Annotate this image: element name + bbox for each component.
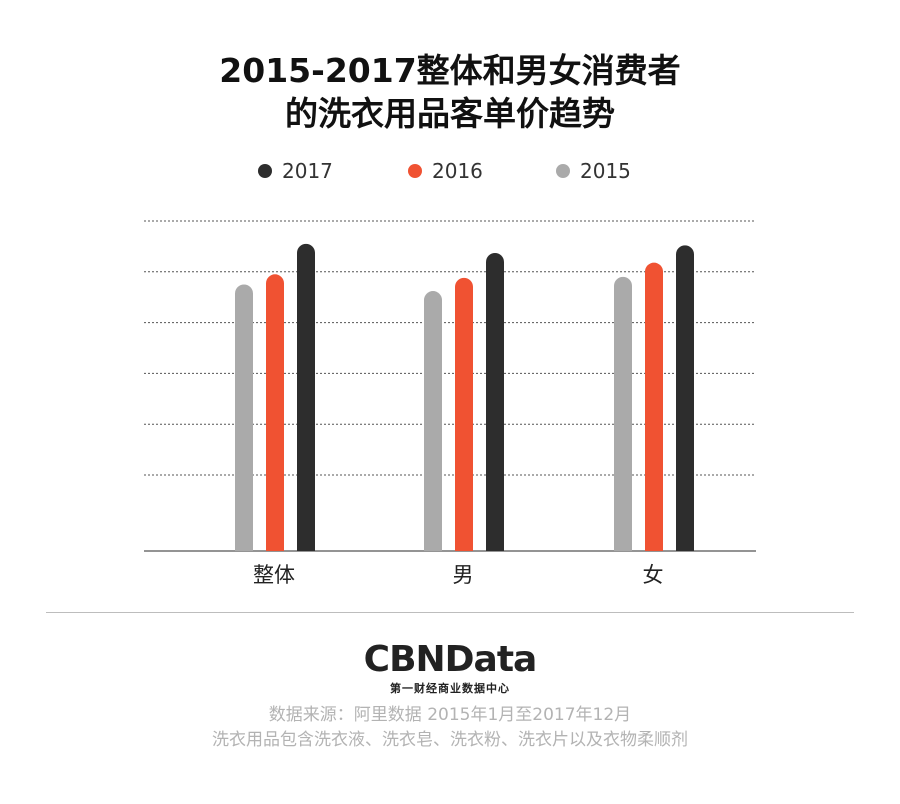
x-tick-label: 整体 <box>253 563 295 587</box>
legend-dot-2016 <box>408 164 422 178</box>
chart-title-line1: 2015-2017整体和男女消费者 <box>219 51 681 90</box>
bar-2016-1 <box>455 277 473 551</box>
bar-2015-1 <box>424 291 442 551</box>
cbndata-logo: CBNData <box>363 639 538 680</box>
bar-chart: 整体 男 女 <box>144 220 756 587</box>
bar-2016-0 <box>266 274 284 551</box>
x-tick-label: 女 <box>643 563 664 587</box>
bar-2016-2 <box>645 262 663 551</box>
legend-label-2015: 2015 <box>580 159 631 183</box>
legend: 2017 2016 2015 <box>0 156 900 186</box>
legend-label-2016: 2016 <box>432 159 483 183</box>
cbndata-logo-subtitle: 第一财经商业数据中心 <box>390 682 510 695</box>
bar-2017-2 <box>676 245 694 551</box>
legend-dot-2015 <box>556 164 570 178</box>
legend-item-2016: 2016 <box>408 156 483 186</box>
footer-divider <box>46 612 854 613</box>
legend-item-2015: 2015 <box>556 156 631 186</box>
bar-2015-0 <box>235 284 253 551</box>
bar-2017-0 <box>297 243 315 551</box>
data-source-line2: 洗衣用品包含洗衣液、洗衣皂、洗衣粉、洗衣片以及衣物柔顺剂 <box>212 730 688 750</box>
x-tick-label: 男 <box>453 563 474 587</box>
legend-dot-2017 <box>258 164 272 178</box>
legend-label-2017: 2017 <box>282 159 333 183</box>
bar-2015-2 <box>614 276 632 551</box>
data-source-line1: 数据来源：阿里数据 2015年1月至2017年12月 <box>268 705 632 725</box>
legend-item-2017: 2017 <box>258 156 333 186</box>
chart-title-line2: 的洗衣用品客单价趋势 <box>285 94 615 133</box>
bar-2017-1 <box>486 252 504 551</box>
